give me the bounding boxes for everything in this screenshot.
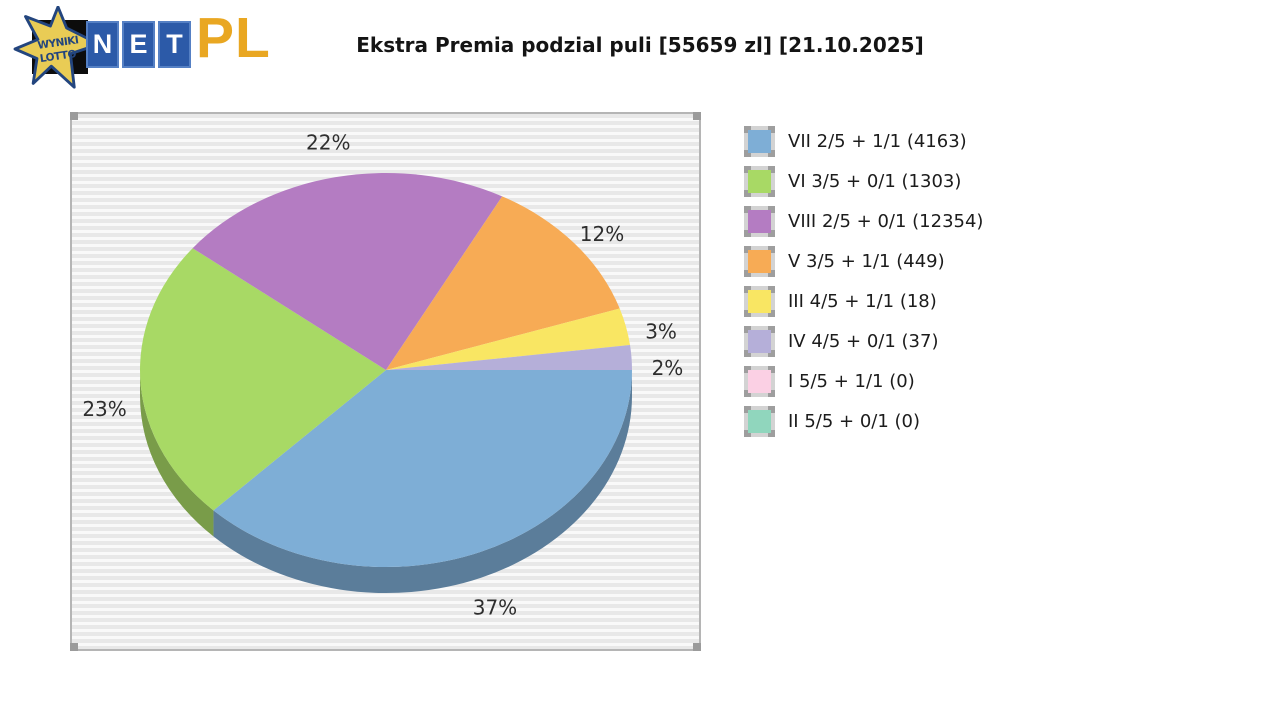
legend-swatch-icon bbox=[744, 245, 775, 277]
pie-slice-percent-label: 23% bbox=[82, 397, 126, 421]
legend-swatch-icon bbox=[744, 165, 775, 197]
pie-slice-percent-label: 12% bbox=[580, 222, 624, 246]
logo-tile-n: N bbox=[86, 21, 119, 68]
pie-slice-percent-label: 2% bbox=[652, 356, 684, 380]
legend-item: IV 4/5 + 0/1 (37) bbox=[744, 321, 983, 361]
legend-item: VI 3/5 + 0/1 (1303) bbox=[744, 161, 983, 201]
legend: VII 2/5 + 1/1 (4163) VI 3/5 + 0/1 (1303) V… bbox=[744, 121, 983, 441]
legend-item: I 5/5 + 1/1 (0) bbox=[744, 361, 983, 401]
legend-label: VIII 2/5 + 0/1 (12354) bbox=[788, 210, 984, 232]
panel-corner-mark bbox=[693, 112, 701, 120]
legend-swatch-icon bbox=[744, 205, 775, 237]
legend-label: V 3/5 + 1/1 (449) bbox=[788, 250, 945, 272]
chart-title: Ekstra Premia podzial puli [55659 zl] [2… bbox=[356, 33, 924, 57]
panel-corner-mark bbox=[70, 112, 78, 120]
legend-label: I 5/5 + 1/1 (0) bbox=[788, 370, 915, 392]
legend-label: VII 2/5 + 1/1 (4163) bbox=[788, 130, 967, 152]
netpl-logo: WYNIKI LOTTO N E T PL bbox=[10, 4, 280, 90]
legend-label: VI 3/5 + 0/1 (1303) bbox=[788, 170, 962, 192]
legend-item: V 3/5 + 1/1 (449) bbox=[744, 241, 983, 281]
logo-tile-t: T bbox=[158, 21, 191, 68]
pie-slice-percent-label: 37% bbox=[473, 596, 517, 620]
logo-star-line2: LOTTO bbox=[39, 48, 77, 65]
legend-label: IV 4/5 + 0/1 (37) bbox=[788, 330, 939, 352]
legend-label: II 5/5 + 0/1 (0) bbox=[788, 410, 921, 432]
legend-label: III 4/5 + 1/1 (18) bbox=[788, 290, 937, 312]
logo-net: N E T bbox=[86, 21, 191, 68]
legend-item: III 4/5 + 1/1 (18) bbox=[744, 281, 983, 321]
legend-swatch-icon bbox=[744, 125, 775, 157]
panel-corner-mark bbox=[693, 643, 701, 651]
legend-swatch-icon bbox=[744, 365, 775, 397]
legend-item: VIII 2/5 + 0/1 (12354) bbox=[744, 201, 983, 241]
logo-tile-e: E bbox=[122, 21, 155, 68]
plot-area: 37% 23% 22% 12% 3% 2% bbox=[70, 112, 701, 651]
legend-item: II 5/5 + 0/1 (0) bbox=[744, 401, 983, 441]
logo-pl: PL bbox=[196, 6, 271, 70]
logo-star-line1: WYNIKI bbox=[37, 34, 79, 52]
panel-corner-mark bbox=[70, 643, 78, 651]
legend-swatch-icon bbox=[744, 325, 775, 357]
legend-swatch-icon bbox=[744, 405, 775, 437]
legend-item: VII 2/5 + 1/1 (4163) bbox=[744, 121, 983, 161]
legend-swatch-icon bbox=[744, 285, 775, 317]
pie-slice-percent-label: 3% bbox=[645, 320, 677, 344]
pie-slice-percent-label: 22% bbox=[306, 130, 350, 154]
pie-chart: 37% 23% 22% 12% 3% 2% bbox=[82, 130, 684, 620]
